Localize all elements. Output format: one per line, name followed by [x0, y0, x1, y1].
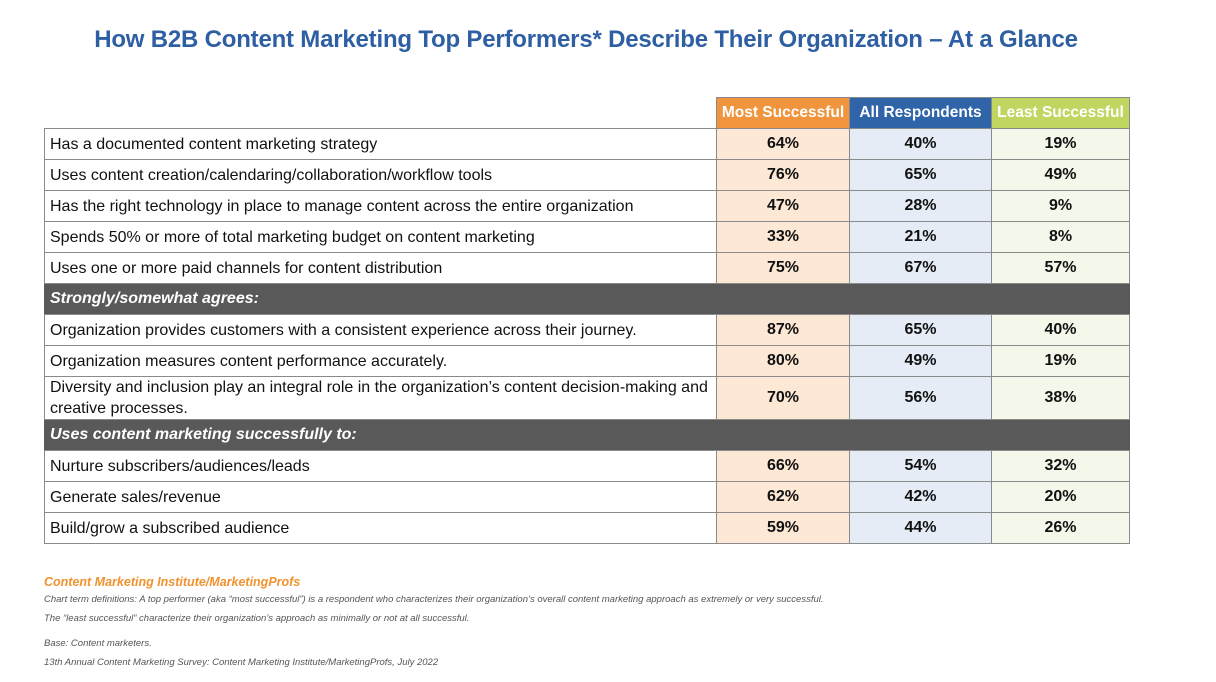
- row-label: Organization measures content performanc…: [44, 345, 717, 377]
- least-successful-value: 20%: [991, 481, 1130, 513]
- table-row: Spends 50% or more of total marketing bu…: [44, 221, 1130, 253]
- least-successful-value: 49%: [991, 159, 1130, 191]
- all-respondents-value: 56%: [849, 376, 992, 420]
- all-respondents-value: 21%: [849, 221, 992, 253]
- most-successful-value: 33%: [716, 221, 850, 253]
- section-label: Strongly/somewhat agrees:: [44, 283, 1130, 315]
- least-successful-value: 8%: [991, 221, 1130, 253]
- all-respondents-value: 28%: [849, 190, 992, 222]
- table-row: Generate sales/revenue 62% 42% 20%: [44, 481, 1130, 513]
- most-successful-value: 87%: [716, 314, 850, 346]
- section-header-row: Strongly/somewhat agrees:: [44, 283, 1130, 315]
- least-successful-value: 9%: [991, 190, 1130, 222]
- survey-citation: 13th Annual Content Marketing Survey: Co…: [44, 657, 439, 668]
- page-title: How B2B Content Marketing Top Performers…: [94, 26, 1078, 53]
- all-respondents-value: 44%: [849, 512, 992, 544]
- row-label: Diversity and inclusion play an integral…: [44, 376, 717, 420]
- row-label: Spends 50% or more of total marketing bu…: [44, 221, 717, 253]
- least-successful-value: 19%: [991, 128, 1130, 160]
- most-successful-value: 66%: [716, 450, 850, 482]
- table-row: Has a documented content marketing strat…: [44, 128, 1130, 160]
- table-row: Has the right technology in place to man…: [44, 190, 1130, 222]
- table-row: Diversity and inclusion play an integral…: [44, 376, 1130, 420]
- section-label: Uses content marketing successfully to:: [44, 419, 1130, 451]
- table-row: Uses content creation/calendaring/collab…: [44, 159, 1130, 191]
- least-successful-value: 40%: [991, 314, 1130, 346]
- header-all-respondents: All Respondents: [849, 97, 992, 129]
- row-label: Uses content creation/calendaring/collab…: [44, 159, 717, 191]
- all-respondents-value: 65%: [849, 159, 992, 191]
- all-respondents-value: 49%: [849, 345, 992, 377]
- least-successful-value: 32%: [991, 450, 1130, 482]
- most-successful-value: 62%: [716, 481, 850, 513]
- row-label: Has a documented content marketing strat…: [44, 128, 717, 160]
- table-row: Organization provides customers with a c…: [44, 314, 1130, 346]
- definition-text: Chart term definitions: A top performer …: [44, 594, 824, 605]
- most-successful-value: 64%: [716, 128, 850, 160]
- least-successful-value: 57%: [991, 252, 1130, 284]
- header-most-successful: Most Successful: [716, 97, 850, 129]
- definition-text-2: The “least successful” characterize thei…: [44, 613, 470, 624]
- all-respondents-value: 40%: [849, 128, 992, 160]
- row-label: Nurture subscribers/audiences/leads: [44, 450, 717, 482]
- all-respondents-value: 42%: [849, 481, 992, 513]
- header-least-successful: Least Successful: [991, 97, 1130, 129]
- header-row: Most Successful All Respondents Least Su…: [44, 97, 1130, 129]
- most-successful-value: 80%: [716, 345, 850, 377]
- table-row: Organization measures content performanc…: [44, 345, 1130, 377]
- all-respondents-value: 65%: [849, 314, 992, 346]
- row-label: Organization provides customers with a c…: [44, 314, 717, 346]
- table-row: Build/grow a subscribed audience 59% 44% 26…: [44, 512, 1130, 544]
- most-successful-value: 75%: [716, 252, 850, 284]
- most-successful-value: 47%: [716, 190, 850, 222]
- results-table: Most Successful All Respondents Least Su…: [44, 97, 1130, 544]
- table-row: Nurture subscribers/audiences/leads 66% 54…: [44, 450, 1130, 482]
- section-header-row: Uses content marketing successfully to:: [44, 419, 1130, 451]
- row-label: Has the right technology in place to man…: [44, 190, 717, 222]
- most-successful-value: 59%: [716, 512, 850, 544]
- least-successful-value: 26%: [991, 512, 1130, 544]
- least-successful-value: 38%: [991, 376, 1130, 420]
- most-successful-value: 70%: [716, 376, 850, 420]
- all-respondents-value: 54%: [849, 450, 992, 482]
- row-label: Build/grow a subscribed audience: [44, 512, 717, 544]
- table-row: Uses one or more paid channels for conte…: [44, 252, 1130, 284]
- most-successful-value: 76%: [716, 159, 850, 191]
- base-note: Base: Content marketers.: [44, 638, 152, 649]
- least-successful-value: 19%: [991, 345, 1130, 377]
- empty-header: [44, 97, 717, 129]
- source-label: Content Marketing Institute/MarketingPro…: [44, 575, 301, 589]
- all-respondents-value: 67%: [849, 252, 992, 284]
- footer: Content Marketing Institute/MarketingPro…: [44, 575, 824, 676]
- row-label: Generate sales/revenue: [44, 481, 717, 513]
- row-label: Uses one or more paid channels for conte…: [44, 252, 717, 284]
